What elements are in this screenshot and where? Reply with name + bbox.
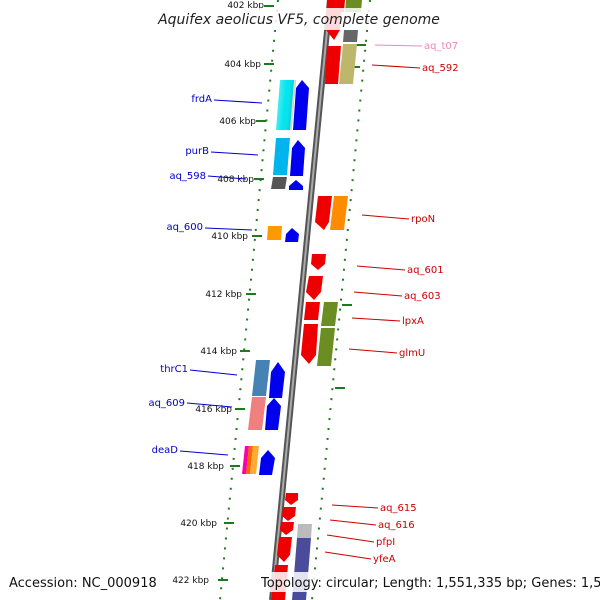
gene-arrow (269, 362, 285, 398)
leader-line (351, 317, 401, 322)
leader-line (326, 534, 375, 543)
gene-arrow (315, 196, 332, 230)
gene-label-yfeA[interactable]: yfeA (373, 554, 396, 565)
gene-arrow (285, 228, 299, 242)
tick-label: 414 kbp (200, 347, 237, 357)
tick-labels: 402 kbp 404 kbp 406 kbp 408 kbp 410 kbp … (172, 1, 264, 586)
gene-label-thrC1[interactable]: thrC1 (160, 364, 188, 375)
gene-block (252, 360, 270, 396)
leader-line (348, 348, 398, 354)
footer-accession-backdrop (4, 572, 150, 592)
gene-label-aq_601[interactable]: aq_601 (407, 265, 444, 276)
gene-label-aq_615[interactable]: aq_615 (380, 503, 417, 514)
leader-line (179, 450, 229, 456)
gene-arrow (289, 180, 303, 190)
gene-label-aq_598[interactable]: aq_598 (169, 171, 206, 182)
title-backdrop (158, 8, 440, 30)
gene-block (250, 446, 259, 474)
gene-label-lpxA[interactable]: lpxA (402, 316, 424, 327)
leader-line (371, 64, 421, 69)
leader-line (186, 402, 233, 408)
topology-text: Topology: circular; Length: 1,551,335 bp… (260, 576, 600, 591)
gene-arrow (293, 80, 309, 130)
gene-arrow (325, 46, 341, 84)
gene-block (317, 328, 335, 366)
gene-block (248, 397, 266, 430)
footer-topology-backdrop (257, 572, 595, 592)
accession-text: Accession: NC_000918 (9, 576, 157, 591)
gene-label-aq_609[interactable]: aq_609 (148, 398, 185, 409)
gene-label-purB[interactable]: purB (185, 146, 209, 157)
tick-label: 422 kbp (172, 576, 209, 586)
gene-label-aq_603[interactable]: aq_603 (404, 291, 441, 302)
gene-arrow (282, 507, 296, 521)
gene-block (267, 226, 282, 240)
gene-cog-blocks (242, 0, 362, 600)
label-leader-lines (179, 44, 423, 560)
gene-arrow (304, 302, 320, 320)
gene-block (273, 138, 290, 175)
gene-arrow (280, 522, 294, 535)
leader-line (324, 551, 372, 560)
leader-line (353, 291, 403, 297)
gene-label-deaD[interactable]: deaD (152, 445, 179, 456)
leader-line (213, 99, 263, 104)
gene-arrow (301, 324, 318, 364)
gene-label-frdA[interactable]: frdA (191, 94, 212, 105)
gene-block (297, 524, 312, 538)
gene-labels-right: aq_t07 aq_592 rpoN aq_601 aq_603 lpxA gl… (373, 41, 459, 565)
gene-label-pfpI[interactable]: pfpI (376, 537, 395, 548)
gene-arrow (259, 450, 275, 475)
leader-line (331, 504, 379, 509)
gene-label-aq_t07[interactable]: aq_t07 (424, 41, 458, 52)
tick-label: 420 kbp (180, 519, 217, 529)
leader-line (210, 151, 259, 156)
gene-arrow (306, 276, 323, 300)
leader-line (361, 214, 410, 220)
gene-block-shade (273, 80, 297, 130)
gene-arrow (277, 537, 292, 562)
gene-block (339, 44, 357, 84)
leader-line (207, 175, 247, 180)
leader-line (204, 227, 253, 231)
backbone (269, 0, 333, 600)
leader-line (329, 519, 377, 526)
tick-label: 406 kbp (219, 117, 256, 127)
gene-block (321, 302, 338, 326)
gene-arrow (311, 254, 326, 270)
tick-label: 418 kbp (187, 462, 224, 472)
map-boundaries (219, 0, 371, 600)
gene-block (330, 196, 348, 230)
tick-label: 416 kbp (195, 405, 232, 415)
gene-block (343, 30, 358, 42)
tick-marks (218, 5, 366, 581)
gene-arrow (265, 398, 281, 430)
leader-line (189, 369, 238, 376)
gene-label-aq_600[interactable]: aq_600 (166, 222, 203, 233)
gene-labels-left: frdA purB aq_598 aq_600 thrC1 aq_609 dea… (148, 94, 212, 456)
tick-label: 408 kbp (217, 175, 254, 185)
leader-line (374, 44, 423, 47)
tick-label: 402 kbp (227, 1, 264, 11)
map-title: Aquifex aeolicus VF5, complete genome (157, 12, 440, 28)
tick-label: 410 kbp (211, 232, 248, 242)
gene-label-rpoN[interactable]: rpoN (411, 214, 435, 225)
tick-label: 412 kbp (205, 290, 242, 300)
leader-line (356, 265, 406, 271)
gene-block (271, 177, 287, 189)
right-dotted-boundary (311, 0, 371, 600)
gene-arrow (285, 493, 298, 505)
gene-label-glmU[interactable]: glmU (399, 348, 425, 359)
gene-label-aq_592[interactable]: aq_592 (422, 63, 459, 74)
gene-block (246, 446, 253, 474)
tick-label: 404 kbp (224, 60, 261, 70)
gene-label-aq_616[interactable]: aq_616 (378, 520, 415, 531)
gene-arrow (290, 140, 305, 176)
left-dotted-boundary (219, 0, 279, 600)
gene-block (242, 446, 249, 474)
